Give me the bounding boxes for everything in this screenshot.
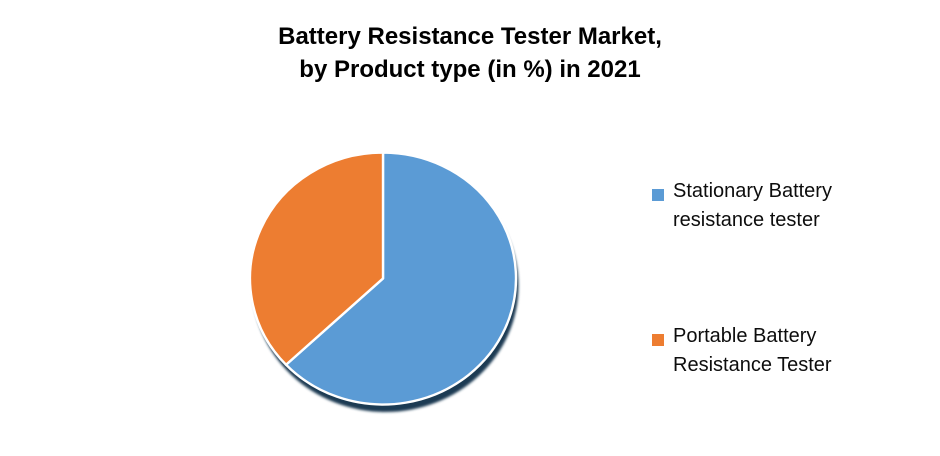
chart-title: Battery Resistance Tester Market, by Pro…	[278, 23, 662, 83]
pie-chart	[248, 151, 519, 412]
pie-slice-0	[284, 151, 518, 406]
pie-slice-1	[248, 151, 385, 366]
legend-item-portable: Portable Battery Resistance Tester	[652, 322, 858, 380]
legend-label: Stationary Battery resistance tester	[673, 180, 832, 231]
legend-marker-stationary-swatch	[652, 189, 664, 201]
legend-marker-portable-swatch	[652, 334, 664, 346]
pie-slices	[248, 151, 518, 406]
legend-label: Portable Battery Resistance Tester	[673, 325, 832, 376]
legend-item-stationary: Stationary Battery resistance tester	[652, 177, 858, 235]
